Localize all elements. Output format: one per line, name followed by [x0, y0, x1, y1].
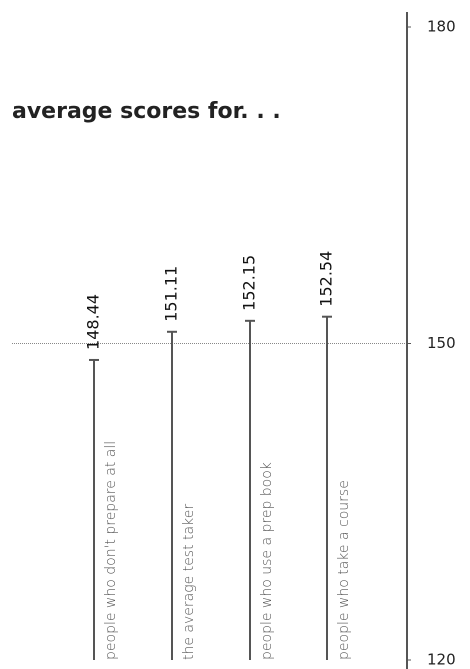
x-tick-label: people who use a prep book	[259, 462, 275, 660]
value-label: 152.54	[317, 251, 336, 307]
chart-title: average scores for. . .	[12, 99, 281, 124]
value-label: 148.44	[84, 294, 103, 350]
x-tick-label: people who don't prepare at all	[103, 441, 119, 660]
value-label: 151.11	[162, 266, 181, 322]
x-tick-label: the average test taker	[181, 504, 197, 660]
y-tick-label: 180	[427, 18, 456, 36]
y-tick-label: 120	[427, 651, 456, 669]
x-tick-label: people who take a course	[336, 480, 352, 660]
value-label: 152.15	[240, 255, 259, 311]
y-tick-label: 150	[427, 334, 456, 352]
